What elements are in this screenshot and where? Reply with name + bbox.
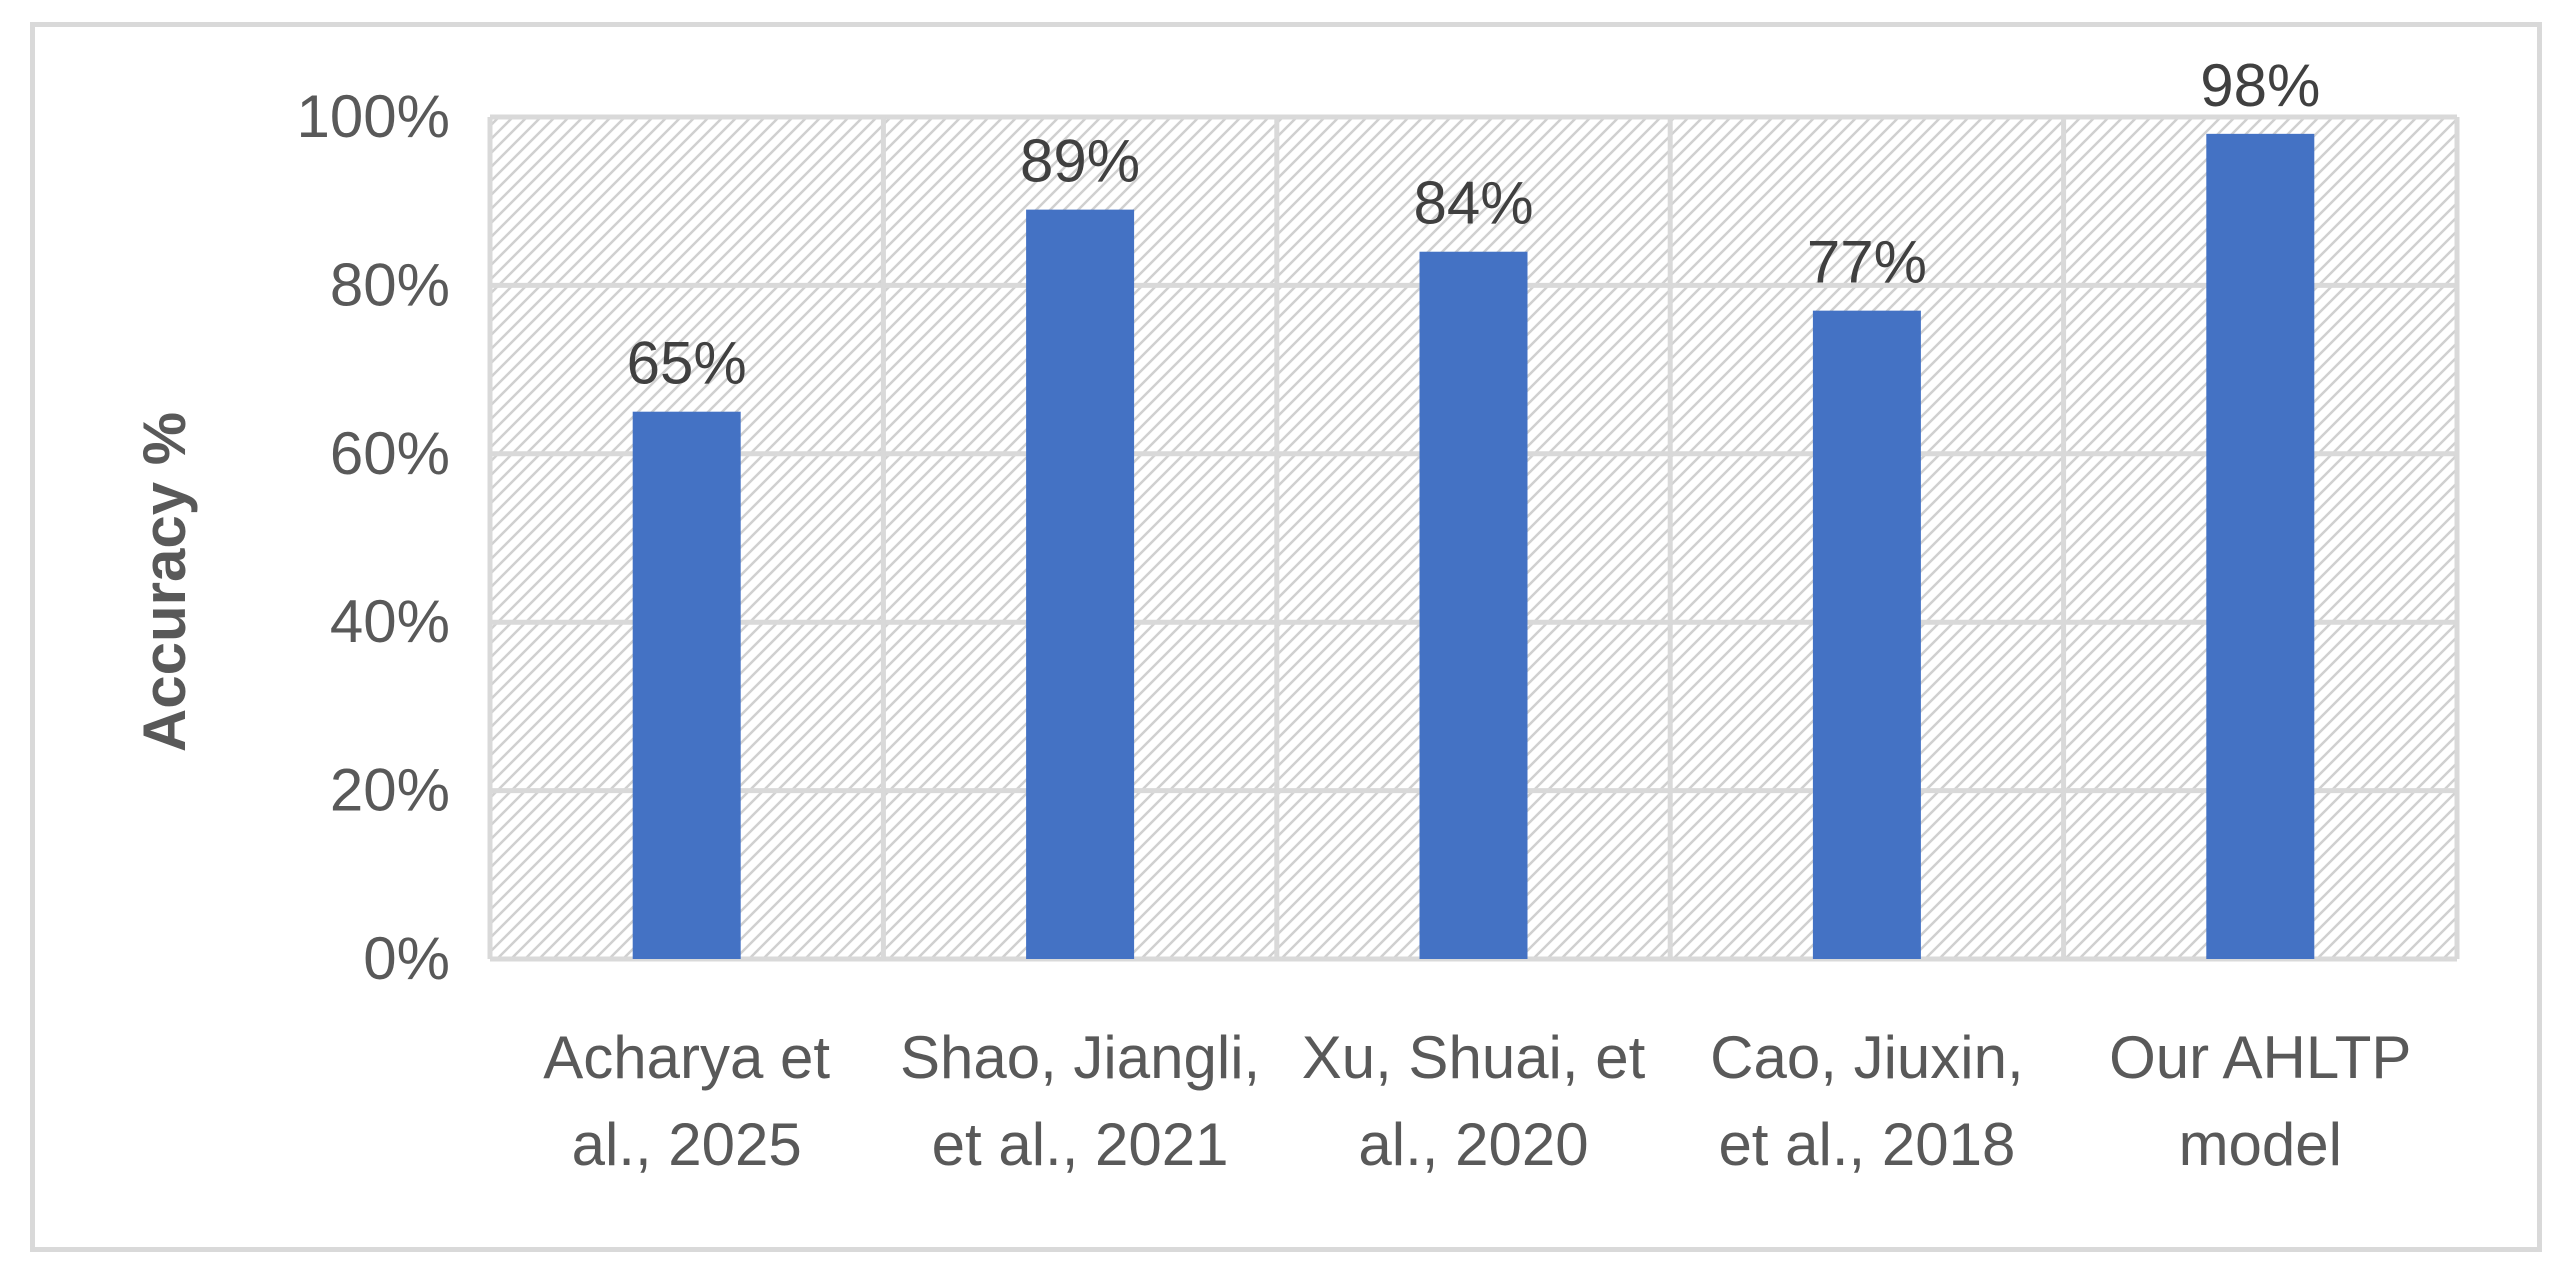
data-labels: 65% 89% 84% 77% 98% (627, 52, 2321, 397)
bar-0 (632, 411, 741, 959)
x-tick-label: Shao, Jiangli, (900, 1024, 1260, 1091)
y-axis-ticks: 0% 20% 40% 60% 80% 100% (297, 83, 450, 992)
y-tick-label: 60% (330, 420, 450, 487)
data-label: 65% (627, 330, 747, 397)
bar-1 (1026, 209, 1135, 959)
x-tick-label: al., 2025 (572, 1111, 802, 1178)
x-tick-label: Our AHLTP (2109, 1024, 2411, 1091)
data-label: 89% (1020, 128, 1140, 195)
bars (632, 133, 2315, 960)
y-tick-label: 80% (330, 251, 450, 318)
x-tick-label: model (2179, 1111, 2342, 1178)
y-axis-title: Accuracy % (131, 412, 198, 752)
y-tick-label: 0% (363, 925, 450, 992)
x-tick-label: et al., 2018 (1718, 1111, 2015, 1178)
x-tick-label: al., 2020 (1358, 1111, 1588, 1178)
x-tick-label: Xu, Shuai, et (1302, 1024, 1646, 1091)
x-tick-label: et al., 2021 (932, 1111, 1229, 1178)
data-label: 98% (2200, 52, 2320, 119)
y-tick-label: 100% (297, 83, 450, 150)
data-label: 77% (1807, 229, 1927, 296)
bar-2 (1419, 251, 1528, 960)
data-label: 84% (1413, 170, 1533, 237)
y-tick-label: 40% (330, 588, 450, 655)
x-tick-label: Cao, Jiuxin, (1710, 1024, 2023, 1091)
bar-4 (2206, 133, 2315, 960)
bar-3 (1812, 310, 1921, 959)
x-tick-label: Acharya et (543, 1024, 830, 1091)
y-tick-label: 20% (330, 757, 450, 824)
x-axis-ticks: Acharya et al., 2025 Shao, Jiangli, et al.,… (543, 1024, 2411, 1178)
